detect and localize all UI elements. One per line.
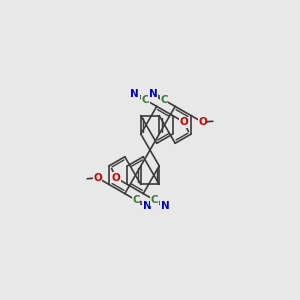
Text: O: O <box>180 117 188 127</box>
Text: N: N <box>142 201 151 212</box>
Text: C: C <box>151 195 158 205</box>
Text: C: C <box>142 95 149 105</box>
Text: N: N <box>130 88 139 99</box>
Text: C: C <box>160 95 168 105</box>
Text: O: O <box>198 117 207 127</box>
Text: O: O <box>93 173 102 183</box>
Text: N: N <box>161 201 170 212</box>
Text: O: O <box>112 173 120 183</box>
Text: C: C <box>132 195 140 205</box>
Text: N: N <box>149 88 158 99</box>
